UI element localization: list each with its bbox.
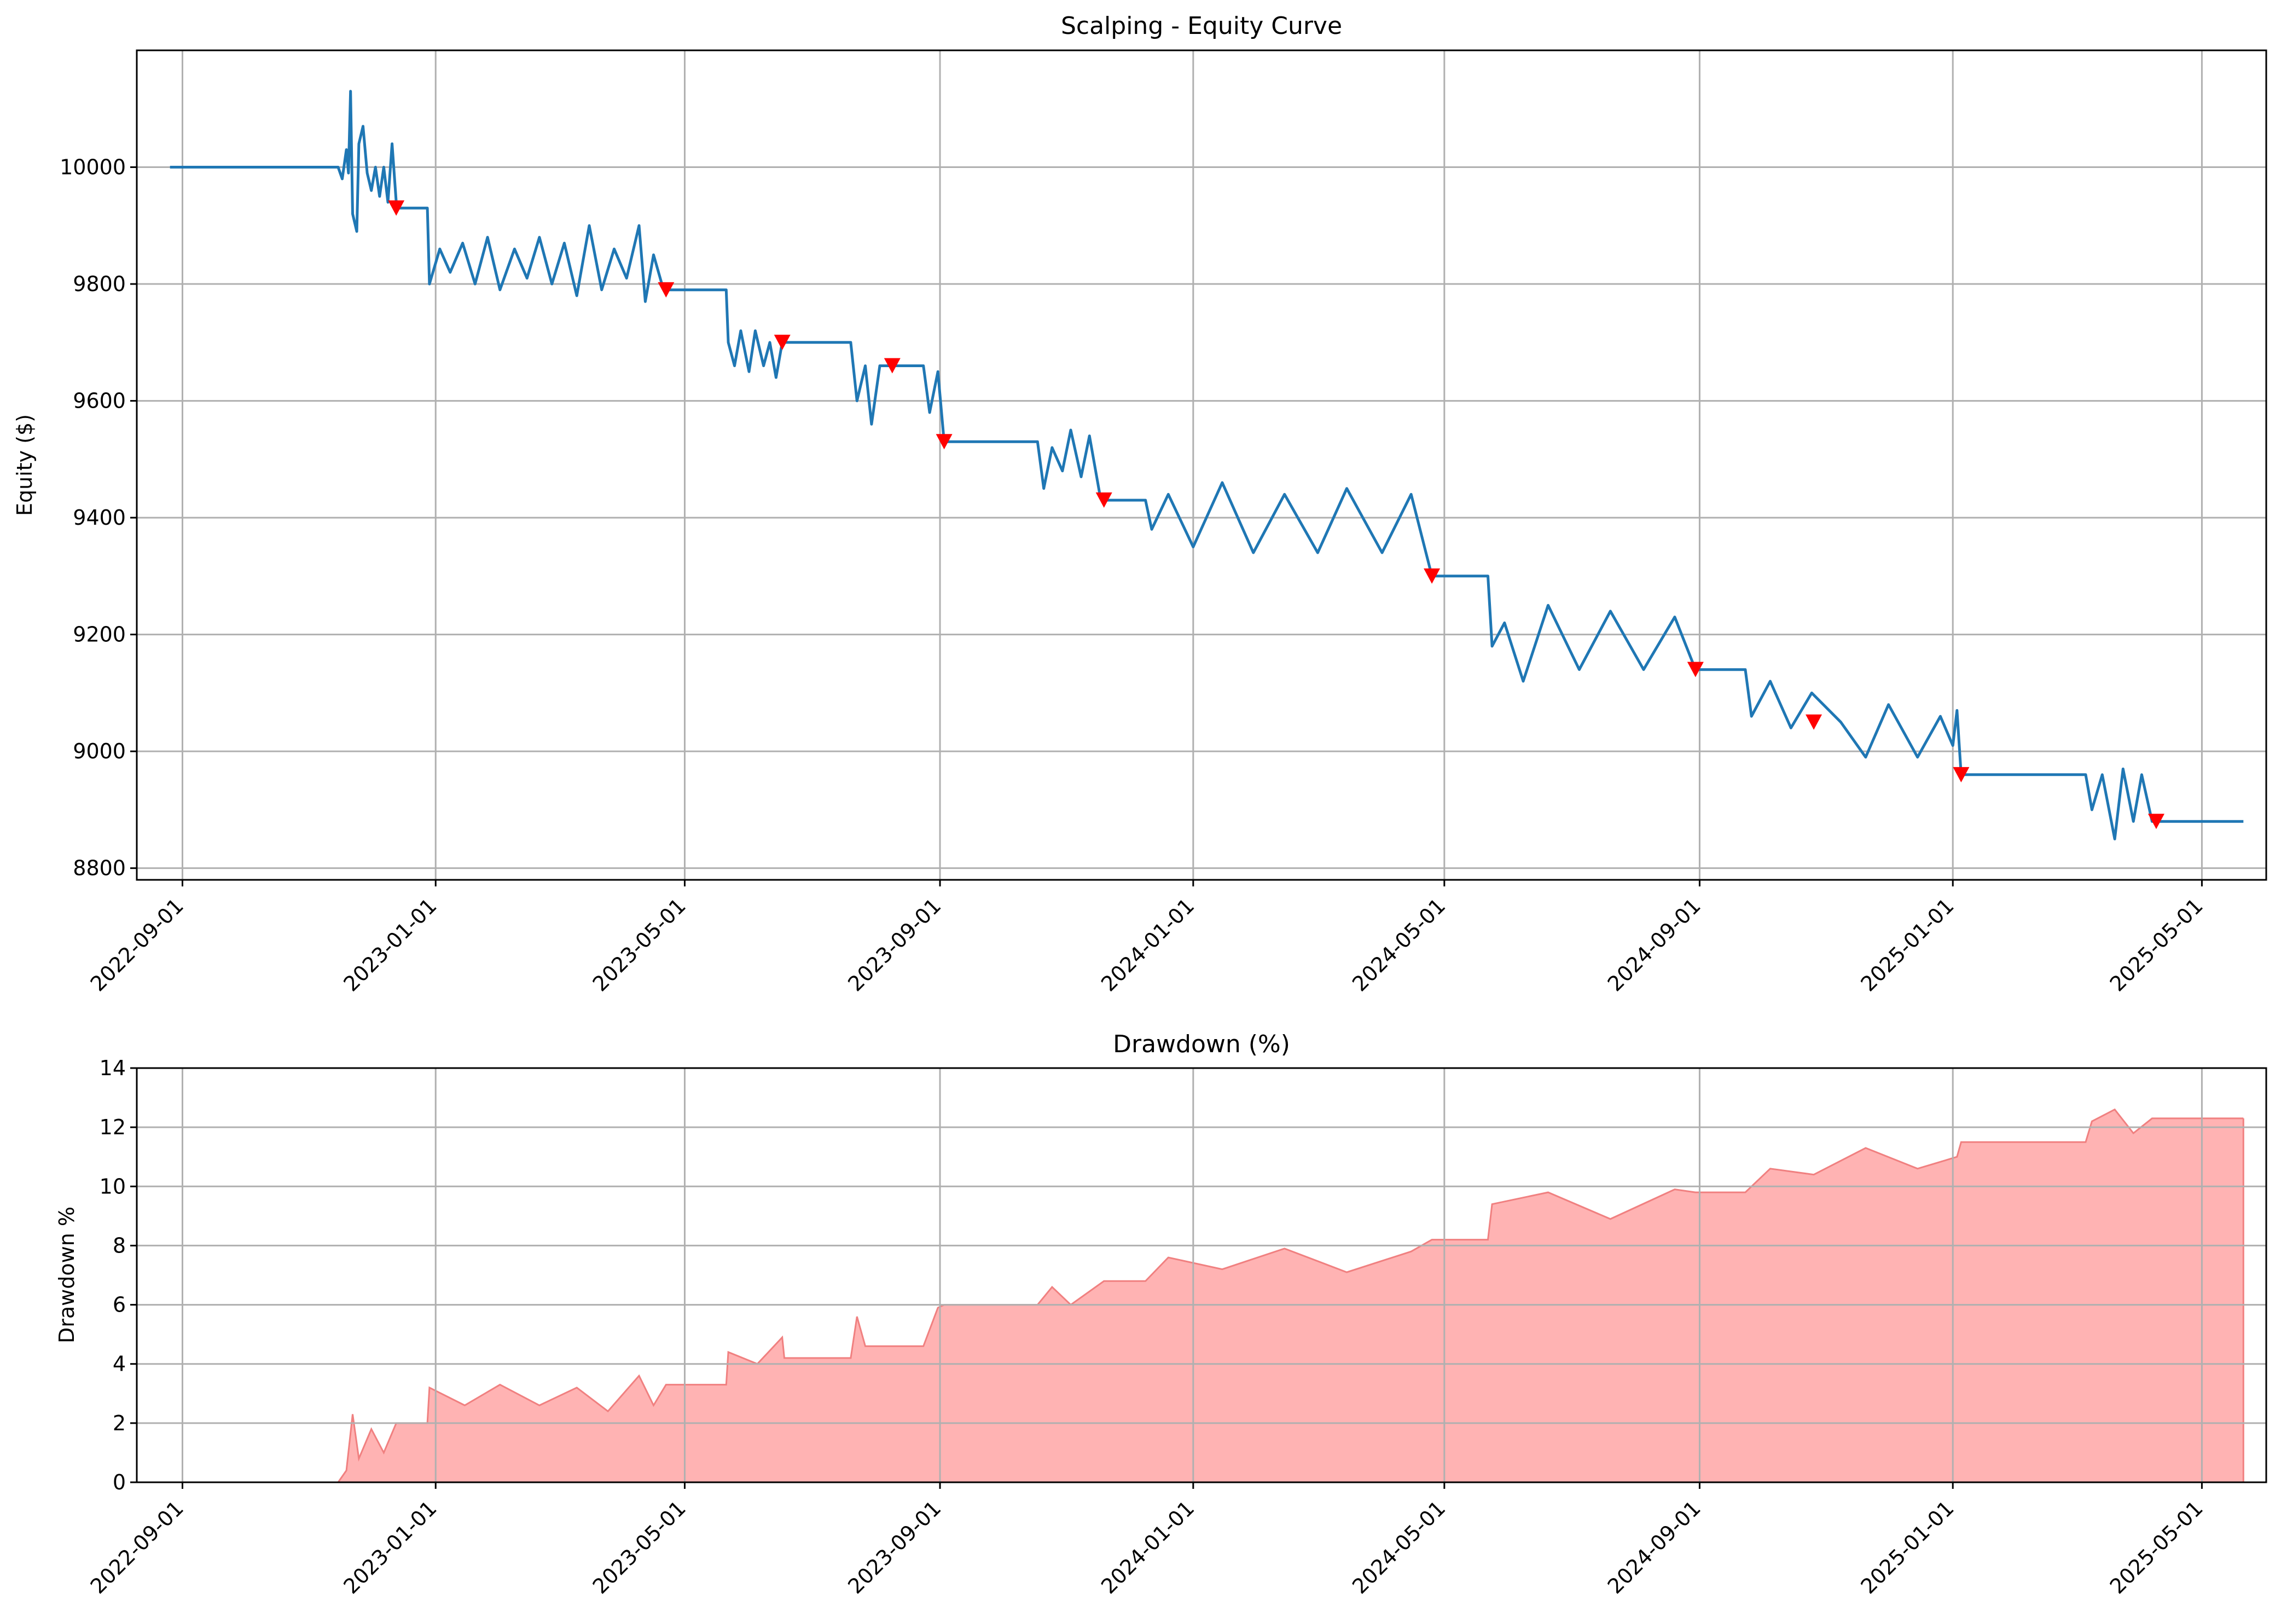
drawdown-area <box>170 1109 2244 1482</box>
equity-line <box>170 90 2244 840</box>
equity-y-tick-label: 9000 <box>73 739 126 763</box>
drawdown-y-tick-label: 4 <box>113 1352 126 1376</box>
drawdown-y-axis-label: Drawdown % <box>55 1207 79 1343</box>
trade-marker <box>658 282 675 298</box>
trade-marker <box>1687 662 1704 677</box>
drawdown-y-tick-label: 2 <box>113 1411 126 1435</box>
drawdown-y-tick-label: 8 <box>113 1233 126 1257</box>
drawdown-y-tick-label: 12 <box>100 1115 126 1139</box>
trade-marker <box>388 200 405 216</box>
equity-series <box>170 90 2244 840</box>
equity-y-tick-label: 9800 <box>73 272 126 296</box>
drawdown-y-tick-label: 10 <box>100 1174 126 1198</box>
drawdown-y-tick-label: 0 <box>113 1470 126 1494</box>
equity-y-ticks: 8800 9000 9200 9400 9600 9800 10000 <box>60 155 137 880</box>
equity-chart-title: Scalping - Equity Curve <box>1061 12 1342 40</box>
drawdown-plot-frame <box>136 1067 2267 1483</box>
drawdown-y-ticks: 0 2 4 6 8 10 12 14 <box>100 1056 137 1494</box>
trade-marker <box>2147 814 2164 830</box>
equity-y-tick-label: 8800 <box>73 856 126 880</box>
trade-marker <box>1095 492 1112 508</box>
equity-y-axis-label: Equity ($) <box>13 414 37 516</box>
trade-marker <box>774 334 791 350</box>
trade-marker <box>1953 767 1970 782</box>
equity-y-tick-label: 9200 <box>73 623 126 647</box>
drawdown-y-tick-label: 14 <box>100 1056 126 1080</box>
drawdown-y-tick-label: 6 <box>113 1293 126 1317</box>
equity-y-tick-label: 9400 <box>73 506 126 530</box>
equity-y-tick-label: 10000 <box>60 155 126 179</box>
equity-y-tick-label: 9600 <box>73 389 126 413</box>
trade-marker <box>936 434 953 450</box>
drawdown-chart-title: Drawdown (%) <box>1113 1030 1290 1058</box>
trade-marker <box>884 358 901 374</box>
trade-marker <box>1424 568 1441 584</box>
trade-marker <box>1806 714 1823 730</box>
equity-plot-frame <box>136 49 2267 881</box>
